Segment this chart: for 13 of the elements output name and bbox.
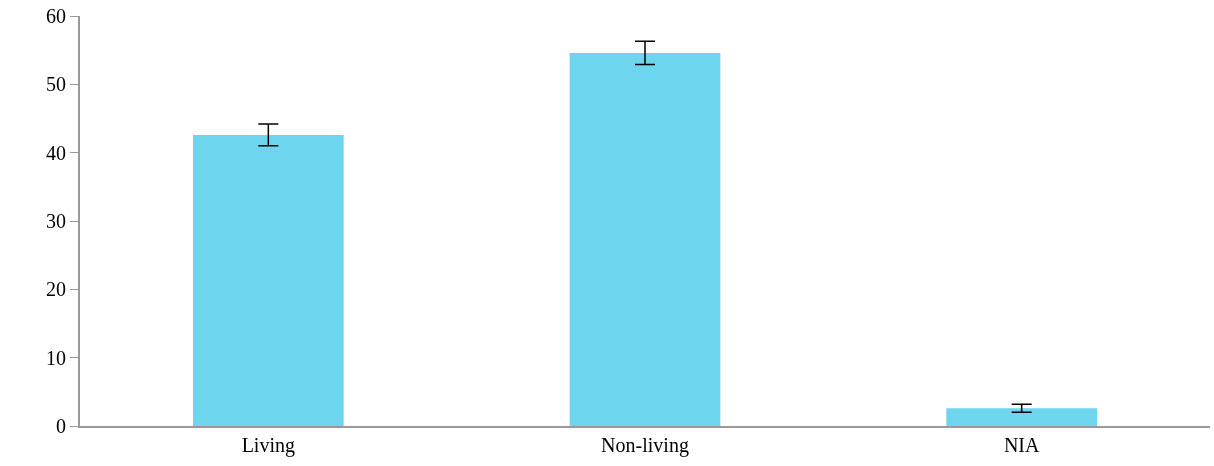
x-tick-label: Non-living <box>601 434 689 457</box>
y-tick-label: 30 <box>46 210 66 232</box>
y-tick-label: 40 <box>46 141 66 164</box>
y-tick-label: 20 <box>46 278 66 301</box>
x-tick-label: Living <box>241 434 295 457</box>
y-tick-label: 10 <box>46 346 66 369</box>
y-tick-label: 0 <box>56 415 66 437</box>
bar <box>946 408 1097 426</box>
y-tick-label: 60 <box>46 5 66 27</box>
x-tick-label: NIA <box>1003 434 1040 456</box>
y-tick-label: 50 <box>46 73 66 96</box>
bar <box>569 52 721 426</box>
bar <box>193 134 344 426</box>
